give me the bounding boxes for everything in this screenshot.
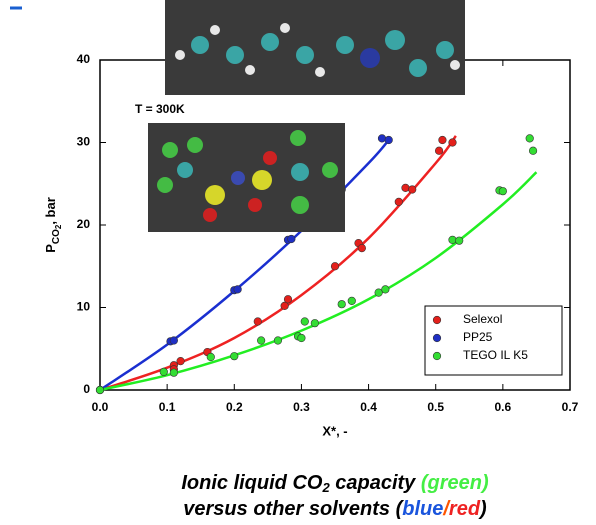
x-tick-label: 0.0 [92, 400, 109, 414]
caption-line: versus other solvents (blue/red) [183, 498, 487, 520]
y-label-sub: CO [51, 229, 62, 244]
point [348, 297, 356, 305]
point [207, 353, 215, 361]
point [385, 136, 393, 144]
point [257, 337, 265, 345]
point [402, 184, 410, 192]
anion-image [148, 123, 345, 232]
caption-part: red [449, 498, 481, 520]
point [234, 286, 242, 294]
legend-marker [433, 352, 441, 360]
point [274, 337, 282, 345]
caption-part: capacity [330, 472, 421, 494]
point [331, 262, 339, 270]
point [298, 334, 306, 342]
x-tick-label: 0.5 [427, 400, 444, 414]
point [254, 318, 262, 326]
legend-label: PP25 [463, 330, 493, 344]
point [408, 186, 416, 194]
point [455, 237, 463, 245]
caption-part: versus other solvents ( [183, 498, 404, 520]
x-tick-label: 0.3 [293, 400, 310, 414]
legend-marker [433, 316, 441, 324]
point [311, 319, 319, 327]
point [288, 235, 296, 243]
point [499, 187, 507, 195]
point [170, 337, 178, 345]
x-tick-label: 0.6 [495, 400, 512, 414]
point [160, 368, 168, 376]
y-axis-label: PCO2, bar [43, 197, 63, 253]
point [301, 318, 309, 326]
point [375, 289, 383, 297]
legend-label: TEGO IL K5 [463, 348, 528, 362]
caption-part: Ionic liquid CO [181, 472, 323, 494]
x-tick-label: 0.1 [159, 400, 176, 414]
point [382, 286, 390, 294]
point [284, 295, 292, 303]
caption-part: ) [478, 498, 487, 520]
point [378, 135, 386, 143]
point [177, 357, 185, 365]
y-label-rest: , bar [43, 197, 58, 224]
legend-marker [433, 334, 441, 342]
caption-line: Ionic liquid CO2 capacity (green) [181, 472, 489, 495]
point [170, 369, 178, 377]
chart: 0.0 0.1 0.2 0.3 0.4 0.5 0.6 0.7 0 10 20 30 40 Selexol… [0, 0, 596, 525]
y-tick-label: 10 [77, 300, 91, 314]
legend-label: Selexol [463, 312, 502, 326]
point [526, 135, 534, 143]
point [449, 139, 457, 147]
point [338, 300, 346, 308]
x-axis-label: X*, - [322, 423, 347, 438]
point [358, 244, 366, 252]
y-tick-label: 20 [77, 217, 91, 231]
y-tick-label: 40 [77, 52, 91, 66]
point [395, 198, 403, 206]
molecule-image [165, 0, 465, 95]
point [439, 136, 447, 144]
point [435, 147, 443, 155]
annotation: T = 300K [135, 102, 185, 116]
caption-part: (green) [421, 472, 489, 494]
x-tick-label: 0.2 [226, 400, 243, 414]
y-tick-label: 0 [83, 382, 90, 396]
x-tick-label: 0.7 [562, 400, 579, 414]
y-tick-label: 30 [77, 135, 91, 149]
point [449, 236, 457, 244]
point [96, 386, 104, 394]
x-tick-label: 0.4 [360, 400, 377, 414]
point [529, 147, 537, 155]
y-label-main: P [43, 244, 58, 253]
caption-part: blue [402, 498, 443, 520]
point [230, 352, 238, 360]
